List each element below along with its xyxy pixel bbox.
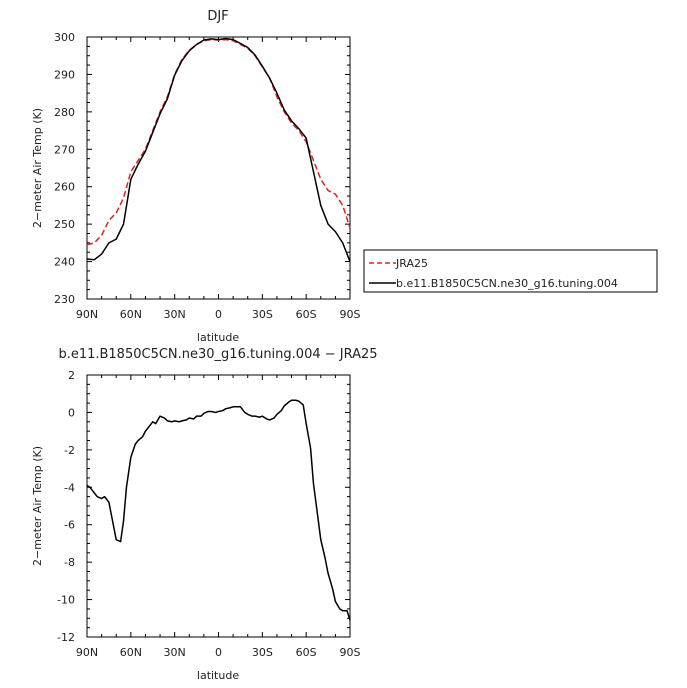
chart-bottom-ytick-label: 0 [68, 406, 75, 419]
chart-bottom-ytick-label: -2 [64, 444, 75, 457]
chart-bottom-xtick-label: 0 [215, 646, 222, 659]
chart-top-ytick-label: 230 [54, 293, 75, 306]
chart-bottom-series-line-0 [86, 399, 351, 621]
chart-top-ytick-label: 280 [54, 106, 75, 119]
chart-bottom-xtick-label: 30S [252, 646, 273, 659]
chart-top-ytick-label: 300 [54, 31, 75, 44]
chart-bottom-plot-frame [86, 374, 351, 638]
chart-top-title: DJF [207, 9, 228, 24]
chart-top-xtick-label: 30S [252, 308, 273, 321]
chart-top-series-group [86, 37, 351, 262]
chart-top-ylabel: 2−meter Air Temp (K) [31, 108, 44, 228]
chart-bottom-xtick-label: 90S [340, 646, 361, 659]
chart-legend: JRA25 b.e11.B1850C5CN.ne30_g16.tuning.00… [363, 249, 658, 293]
chart-top-xtick-label: 30N [164, 308, 186, 321]
chart-bottom-xtick-label: 90N [76, 646, 98, 659]
chart-bottom-panel: b.e11.B1850C5CN.ne30_g16.tuning.004 − JR… [31, 347, 378, 682]
chart-top-xtick-label: 90N [76, 308, 98, 321]
chart-bottom-ylabel: 2−meter Air Temp (K) [31, 446, 44, 566]
chart-bottom-xtick-label: 30N [164, 646, 186, 659]
chart-bottom-ytick-label: -6 [64, 519, 75, 532]
chart-bottom-series-group [86, 399, 351, 621]
chart-top-ytick-label: 260 [54, 181, 75, 194]
chart-bottom-axes: -12 -10 -8 -6 -4 -2 0 2 90N 60N 30N 0 30S 60S 90S [57, 369, 360, 659]
chart-bottom-ytick-label: -4 [64, 481, 75, 494]
chart-top-ytick-label: 250 [54, 218, 75, 231]
chart-top-xtick-label: 0 [215, 308, 222, 321]
legend-label-jra25: JRA25 [395, 257, 428, 270]
chart-top-ytick-label: 270 [54, 143, 75, 156]
chart-bottom-title: b.e11.B1850C5CN.ne30_g16.tuning.004 − JR… [58, 347, 377, 362]
chart-bottom-ytick-label: -10 [57, 594, 75, 607]
chart-top-panel: DJF 230 240 250 260 270 280 290 300 90N 60N 30N 0 30… [31, 9, 361, 344]
chart-bottom-ytick-label: -12 [57, 631, 75, 644]
chart-top-ytick-label: 290 [54, 68, 75, 81]
chart-top-plot-frame [86, 36, 351, 300]
chart-top-series-line-0 [86, 38, 351, 246]
legend-label-model: b.e11.B1850C5CN.ne30_g16.tuning.004 [396, 277, 618, 290]
chart-top-xlabel: latitude [197, 331, 239, 344]
chart-bottom-xtick-label: 60S [296, 646, 317, 659]
chart-top-series-line-1 [86, 37, 351, 262]
chart-top-xtick-label: 60N [120, 308, 142, 321]
chart-top-xtick-label: 90S [340, 308, 361, 321]
chart-top-ytick-label: 240 [54, 256, 75, 269]
legend-frame [363, 249, 658, 293]
chart-bottom-xtick-label: 60N [120, 646, 142, 659]
chart-bottom-ytick-label: 2 [68, 369, 75, 382]
chart-bottom-ytick-label: -8 [64, 556, 75, 569]
chart-top-axes: 230 240 250 260 270 280 290 300 90N 60N 30N 0 30S 60S… [54, 31, 361, 321]
chart-bottom-xlabel: latitude [197, 669, 239, 682]
chart-top-xtick-label: 60S [296, 308, 317, 321]
